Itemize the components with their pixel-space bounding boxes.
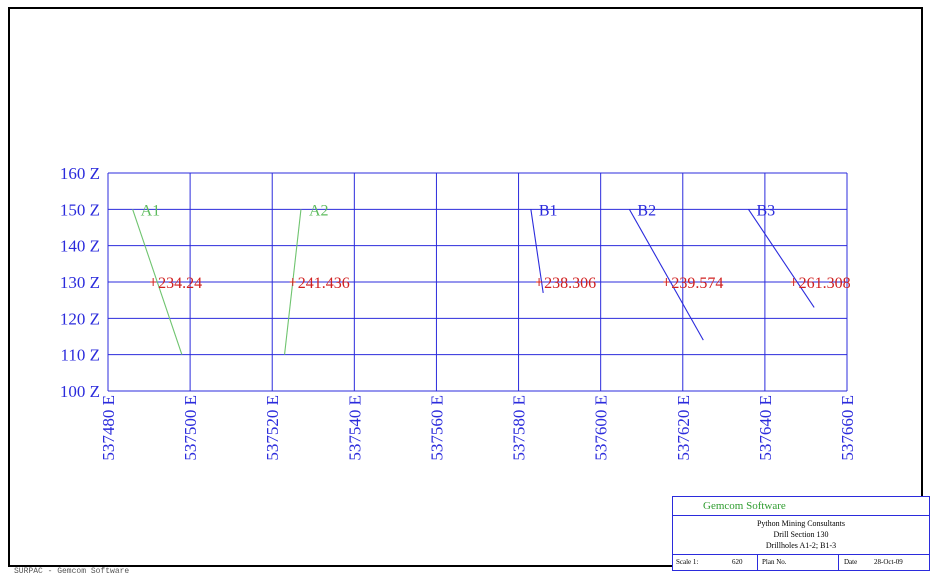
intercept-value-label: 239.574 xyxy=(671,275,723,292)
y-tick-label: 100 Z xyxy=(60,382,100,401)
drillhole-label-a2: A2 xyxy=(309,202,329,219)
y-tick-label: 140 Z xyxy=(60,237,100,256)
intercept-value-label: 261.308 xyxy=(799,275,851,292)
x-tick-label: 537500 E xyxy=(181,395,200,461)
intercept-value-label: 234.24 xyxy=(158,275,202,292)
cell-divider xyxy=(757,555,758,570)
title-block: Gemcom Software Python Mining Consultant… xyxy=(672,496,930,571)
plan-value xyxy=(793,555,833,570)
software-footer: SURPAC - Gemcom Software xyxy=(14,567,130,576)
y-tick-label: 160 Z xyxy=(60,164,100,183)
x-tick-label: 537600 E xyxy=(592,395,611,461)
title-block-details: Python Mining Consultants Drill Section … xyxy=(673,516,929,554)
x-tick-label: 537560 E xyxy=(427,395,446,461)
x-tick-label: 537480 E xyxy=(99,395,118,461)
drawing-frame xyxy=(8,7,923,567)
intercept-value-label: 238.306 xyxy=(544,275,596,292)
client-name: Python Mining Consultants xyxy=(756,519,845,528)
x-tick-label: 537620 E xyxy=(674,395,693,461)
drillhole-trace-b3 xyxy=(748,209,815,308)
intercept-value-label: 241.436 xyxy=(298,275,350,292)
drillhole-trace-b2 xyxy=(628,209,704,341)
drillhole-trace-a1 xyxy=(132,209,183,355)
drillhole-label-b2: B2 xyxy=(637,202,656,219)
scale-label: Scale 1: xyxy=(676,558,699,566)
date-value: 28-Oct-09 xyxy=(874,558,903,566)
y-tick-label: 130 Z xyxy=(60,273,100,292)
section-name: Drill Section 130 xyxy=(773,530,829,539)
drillhole-trace-b1 xyxy=(530,209,544,293)
x-tick-label: 537640 E xyxy=(756,395,775,461)
x-tick-label: 537660 E xyxy=(838,395,857,461)
cell-divider xyxy=(838,555,839,570)
drillhole-label-b1: B1 xyxy=(539,202,558,219)
drillhole-label-a1: A1 xyxy=(141,202,161,219)
drillholes-label: Drillholes A1-2; B1-3 xyxy=(765,541,837,550)
y-tick-label: 110 Z xyxy=(60,346,100,365)
x-tick-label: 537540 E xyxy=(345,395,364,461)
y-tick-label: 120 Z xyxy=(60,309,100,328)
plan-label: Plan No. xyxy=(762,558,787,566)
y-tick-label: 150 Z xyxy=(60,200,100,219)
drillhole-label-b3: B3 xyxy=(756,202,775,219)
date-label: Date xyxy=(844,558,858,566)
x-tick-label: 537520 E xyxy=(263,395,282,461)
x-tick-label: 537580 E xyxy=(510,395,529,461)
title-block-footer-row: Scale 1: 620 Plan No. Date 28-Oct-09 xyxy=(673,554,929,570)
company-name: Gemcom Software xyxy=(673,497,929,516)
scale-value: 620 xyxy=(732,558,743,566)
